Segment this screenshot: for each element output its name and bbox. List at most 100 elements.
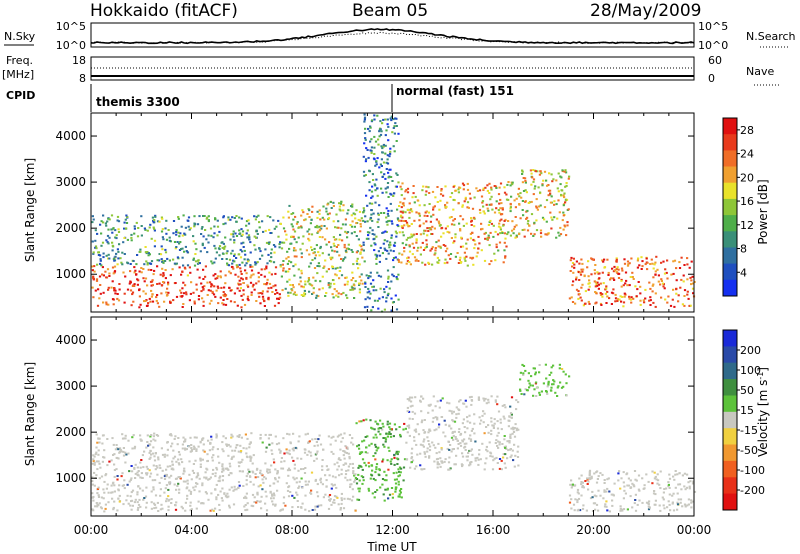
heatmap-cell-velocity-0	[126, 494, 129, 497]
heatmap-cell-power-5	[563, 196, 566, 199]
heatmap-cell-velocity-0	[172, 468, 175, 471]
heatmap-cell-power-5	[562, 214, 565, 217]
heatmap-cell-power-2	[313, 251, 316, 254]
heatmap-cell-power-4	[425, 185, 428, 188]
heatmap-cell-velocity-0	[246, 502, 249, 505]
heatmap-cell-velocity-0	[159, 508, 162, 511]
heatmap-cell-power-5	[530, 183, 533, 186]
heatmap-cell-velocity-0	[214, 472, 217, 475]
heatmap-cell-power-2	[298, 283, 301, 286]
heatmap-cell-velocity-4	[584, 480, 587, 482]
heatmap-cell-velocity-0	[237, 450, 240, 453]
heatmap-cell-velocity-0	[95, 451, 98, 454]
heatmap-cell-power-6	[686, 263, 689, 266]
heatmap-cell-velocity-0	[154, 479, 157, 482]
heatmap-cell-power-1	[275, 225, 278, 228]
heatmap-cell-power-3	[390, 234, 393, 237]
heatmap-cell-power-1	[233, 260, 236, 263]
heatmap-cell-velocity-0	[282, 502, 285, 505]
heatmap-cell-velocity-0	[225, 443, 228, 446]
heatmap-cell-velocity-3	[519, 388, 522, 391]
heatmap-cell-velocity-0	[311, 438, 314, 441]
heatmap-cell-power-4	[403, 250, 406, 253]
heatmap-cell-velocity-4	[603, 489, 606, 492]
heatmap-cell-velocity-0	[220, 497, 223, 500]
heatmap-cell-velocity-0	[149, 475, 152, 478]
heatmap-cell-power-0	[133, 271, 136, 274]
heatmap-cell-power-2	[334, 273, 337, 276]
heatmap-cell-power-4	[412, 246, 416, 249]
heatmap-cell-velocity-1	[394, 490, 397, 493]
nave-tick-bottom: 0	[708, 72, 715, 85]
heatmap-cell-velocity-0	[95, 446, 98, 449]
heatmap-cell-velocity-0	[150, 490, 153, 493]
heatmap-cell-power-0	[274, 284, 277, 287]
heatmap-cell-velocity-3	[535, 395, 538, 397]
heatmap-cell-power-4	[500, 218, 503, 221]
heatmap-cell-power-1	[226, 263, 229, 266]
heatmap-cell-velocity-0	[283, 460, 286, 463]
heatmap-cell-power-4	[452, 219, 455, 222]
heatmap-cell-velocity-2	[454, 463, 457, 466]
colorbar-tick-label: 20	[740, 171, 754, 184]
heatmap-cell-velocity-0	[261, 478, 264, 481]
heatmap-cell-power-6	[636, 266, 639, 269]
heatmap-cell-power-2	[329, 285, 332, 288]
heatmap-cell-velocity-0	[113, 490, 116, 493]
heatmap-cell-power-5	[521, 200, 524, 202]
heatmap-cell-power-0	[255, 300, 258, 302]
heatmap-cell-power-3	[379, 120, 382, 123]
heatmap-cell-power-0	[188, 266, 191, 269]
heatmap-cell-velocity-0	[123, 479, 126, 482]
heatmap-cell-power-5	[563, 224, 566, 227]
heatmap-cell-velocity-2	[502, 456, 505, 459]
heatmap-cell-velocity-1	[374, 420, 377, 423]
heatmap-cell-velocity-0	[336, 435, 339, 438]
heatmap-cell-velocity-0	[186, 482, 189, 485]
heatmap-cell-power-0	[267, 287, 270, 290]
heatmap-cell-velocity-0	[269, 433, 272, 436]
heatmap-cell-velocity-0	[313, 444, 316, 447]
heatmap-cell-power-2	[352, 277, 355, 279]
heatmap-cell-power-1	[207, 220, 210, 223]
heatmap-cell-power-1	[213, 232, 216, 235]
heatmap-cell-velocity-2	[413, 412, 417, 415]
heatmap-cell-power-1	[100, 264, 103, 267]
heatmap-cell-power-2	[333, 244, 336, 247]
heatmap-cell-velocity-1	[370, 474, 374, 477]
x-tick-label: 04:00	[174, 523, 209, 537]
heatmap-cell-velocity-0	[230, 472, 233, 475]
heatmap-cell-velocity-1	[397, 468, 400, 471]
heatmap-cell-power-4	[486, 236, 489, 239]
heatmap-cell-power-4	[408, 244, 411, 247]
heatmap-cell-power-0	[257, 280, 260, 283]
heatmap-cell-power-3	[385, 191, 388, 194]
heatmap-cell-velocity-0	[166, 448, 169, 451]
heatmap-cell-velocity-0	[192, 472, 196, 474]
heatmap-cell-power-6	[570, 256, 573, 259]
heatmap-cell-power-6	[626, 260, 630, 263]
heatmap-cell-power-4	[490, 203, 493, 206]
heatmap-cell-power-1	[253, 235, 256, 238]
heatmap-cell-velocity-0	[108, 460, 111, 463]
heatmap-cell-power-2	[281, 263, 284, 266]
heatmap-cell-power-2	[335, 290, 338, 293]
heatmap-cell-power-1	[100, 232, 103, 235]
heatmap-cell-power-4	[490, 195, 493, 198]
heatmap-cell-power-4	[504, 256, 507, 259]
heatmap-cell-power-4	[408, 216, 411, 219]
heatmap-cell-power-1	[247, 222, 251, 225]
heatmap-cell-velocity-0	[334, 476, 337, 479]
heatmap-cell-power-4	[422, 232, 425, 235]
heatmap-cell-velocity-1	[361, 458, 365, 461]
heatmap-cell-velocity-0	[96, 468, 99, 471]
heatmap-cell-power-0	[202, 304, 205, 307]
heatmap-cell-velocity-0	[167, 488, 170, 491]
heatmap-cell-velocity-2	[448, 409, 451, 412]
heatmap-cell-velocity-0	[152, 464, 155, 467]
heatmap-cell-velocity-0	[259, 472, 262, 474]
heatmap-cell-velocity-0	[249, 456, 252, 458]
heatmap-cell-velocity-0	[140, 459, 143, 461]
heatmap-cell-velocity-2	[438, 451, 441, 454]
heatmap-cell-power-0	[189, 271, 192, 274]
